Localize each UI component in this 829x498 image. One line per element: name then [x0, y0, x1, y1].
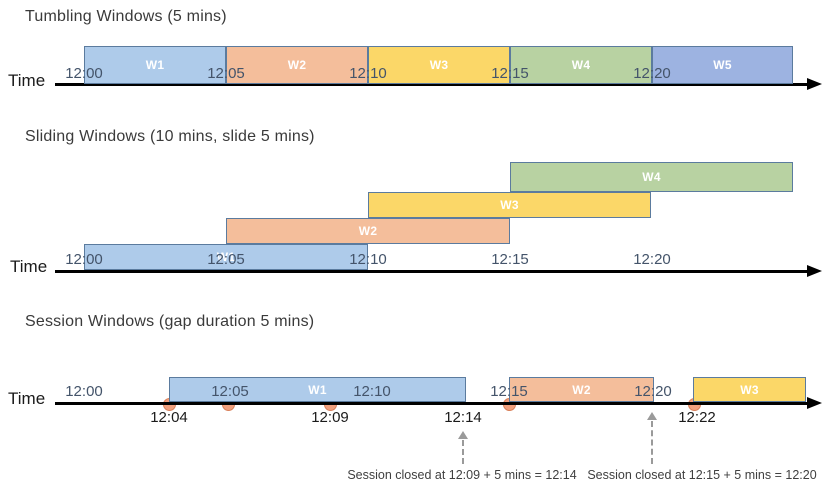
sliding-section-title: Sliding Windows (10 mins, slide 5 mins) [25, 128, 315, 145]
time-tick: 12:00 [65, 65, 103, 82]
tumbling-timeline-arrow-icon [807, 78, 822, 90]
window-label: W2 [287, 58, 307, 72]
window-label: W3 [740, 382, 759, 397]
window-label: W2 [358, 224, 378, 238]
time-tick: 12:10 [353, 383, 391, 400]
event-time-tick: 12:22 [678, 409, 716, 426]
window-box-w2: W2 [226, 46, 368, 84]
window-box-w1: W1 [84, 46, 226, 84]
time-tick: 12:05 [207, 251, 245, 268]
time-tick: 12:05 [207, 65, 245, 82]
time-tick: 12:15 [491, 251, 529, 268]
sliding-timeline-arrow-icon [807, 265, 822, 277]
session-closed-annotation-1: Session closed at 12:09 + 5 mins = 12:14 [347, 468, 577, 482]
window-label: W1 [145, 58, 165, 72]
event-time-tick: 12:04 [150, 409, 188, 426]
window-label: W5 [713, 58, 732, 72]
window-box-w1: W1 [84, 244, 368, 270]
time-tick: 12:10 [349, 65, 387, 82]
window-box-w5: W5 [652, 46, 793, 84]
sliding-timeline [55, 270, 808, 273]
time-tick: 12:20 [633, 65, 671, 82]
window-label: W3 [429, 58, 449, 72]
window-box-w3: W3 [693, 377, 806, 402]
time-tick: 12:15 [491, 65, 529, 82]
window-label: W2 [572, 382, 591, 397]
tumbling-section-title: Tumbling Windows (5 mins) [25, 8, 227, 25]
session-close-arrow-stem [651, 421, 653, 464]
time-tick: 12:20 [634, 383, 672, 400]
time-tick: 12:15 [490, 383, 528, 400]
window-box-w1: W1 [169, 377, 466, 402]
session-timeline [55, 402, 808, 405]
window-label: W1 [216, 250, 236, 264]
session-close-arrow-icon [458, 431, 468, 439]
window-label: W4 [642, 170, 661, 184]
session-time-label: Time [8, 389, 46, 408]
window-label: W1 [308, 382, 327, 397]
event-time-tick: 12:09 [311, 409, 349, 426]
session-timeline-arrow-icon [807, 397, 822, 409]
window-box-w4: W4 [510, 162, 793, 192]
window-box-w3: W3 [368, 192, 651, 218]
tumbling-time-label: Time [8, 71, 46, 90]
window-box-w3: W3 [368, 46, 510, 84]
time-tick: 12:20 [633, 251, 671, 268]
window-box-w2: W2 [509, 377, 654, 402]
window-box-w2: W2 [226, 218, 510, 244]
session-section-title: Session Windows (gap duration 5 mins) [25, 313, 315, 330]
tumbling-timeline [55, 83, 808, 86]
time-tick: 12:00 [65, 251, 103, 268]
time-tick: 12:00 [65, 383, 103, 400]
session-closed-annotation-2: Session closed at 12:15 + 5 mins = 12:20 [587, 468, 817, 482]
sliding-time-label: Time [10, 257, 48, 276]
session-close-arrow-stem [462, 440, 464, 464]
time-tick: 12:10 [349, 251, 387, 268]
session-close-arrow-icon [647, 412, 657, 420]
event-time-tick: 12:14 [444, 409, 482, 426]
window-label: W3 [500, 198, 519, 212]
window-label: W4 [571, 58, 591, 72]
time-tick: 12:05 [211, 383, 249, 400]
window-box-w4: W4 [510, 46, 652, 84]
